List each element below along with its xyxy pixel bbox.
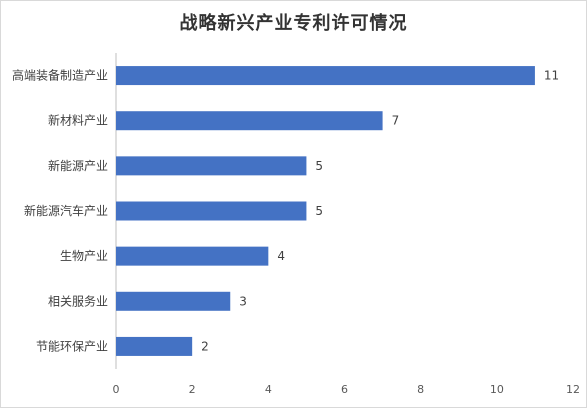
chart-title: 战略新兴产业专利许可情况 — [179, 13, 408, 34]
bar-1 — [116, 111, 383, 131]
data-label-5: 3 — [239, 294, 247, 308]
x-tick-label-3: 6 — [341, 383, 348, 396]
x-tick-label-4: 8 — [417, 383, 424, 396]
data-label-4: 4 — [277, 249, 285, 263]
data-label-1: 7 — [392, 114, 400, 128]
data-label-3: 5 — [315, 204, 323, 218]
x-tick-label-0: 0 — [113, 383, 120, 396]
x-tick-label-1: 2 — [189, 383, 196, 396]
x-tick-label-6: 12 — [566, 383, 580, 396]
data-label-2: 5 — [315, 159, 323, 173]
category-label-0: 高端装备制造产业 — [12, 68, 108, 83]
bar-4 — [116, 246, 269, 266]
category-label-4: 生物产业 — [60, 249, 108, 263]
bar-5 — [116, 291, 231, 311]
bar-2 — [116, 156, 307, 176]
data-label-6: 2 — [201, 339, 209, 353]
x-tick-label-5: 10 — [490, 383, 504, 396]
category-label-3: 新能源汽车产业 — [24, 203, 108, 218]
category-label-1: 新材料产业 — [48, 113, 108, 128]
category-label-2: 新能源产业 — [48, 158, 108, 173]
bar-0 — [116, 66, 535, 86]
x-tick-label-2: 4 — [265, 383, 272, 396]
data-label-0: 11 — [544, 69, 559, 83]
category-label-5: 相关服务业 — [48, 293, 108, 308]
bar-3 — [116, 201, 307, 221]
category-label-6: 节能环保产业 — [36, 339, 108, 353]
bar-6 — [116, 336, 193, 356]
